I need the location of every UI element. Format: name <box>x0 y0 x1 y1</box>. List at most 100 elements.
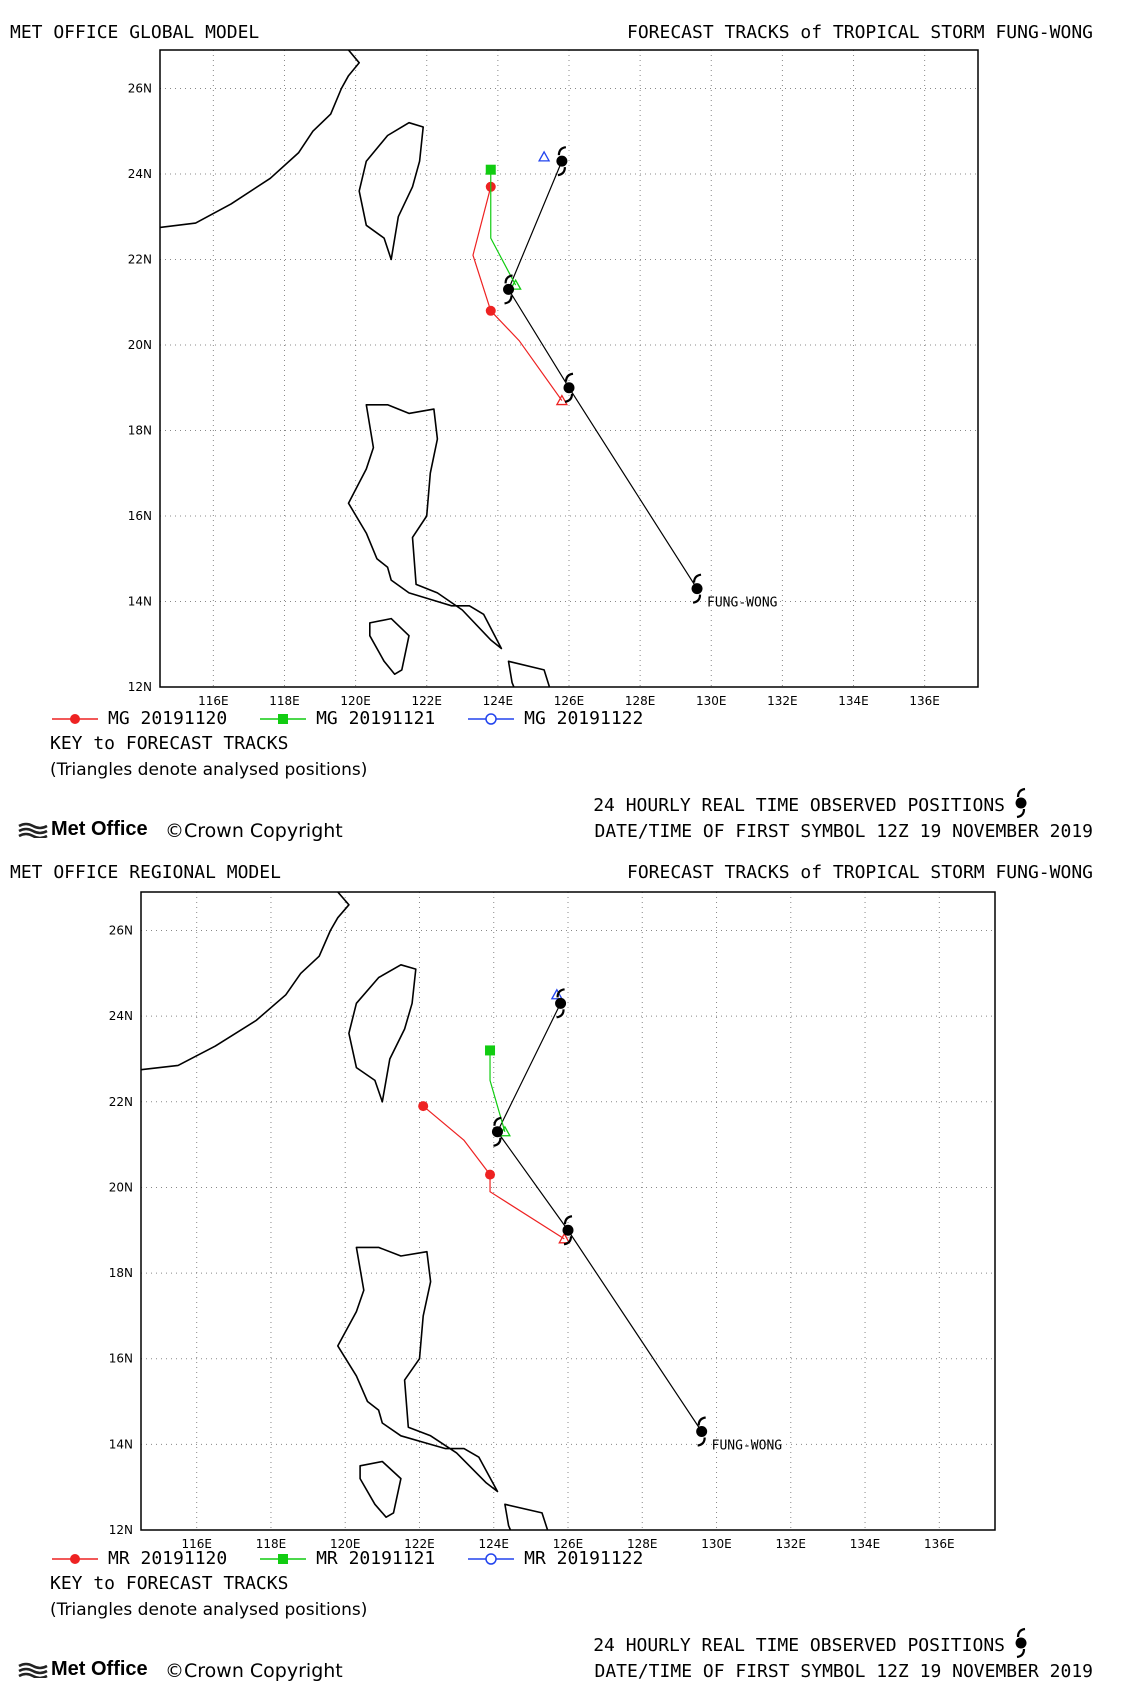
x-tick-label: 120E <box>330 1537 361 1551</box>
x-tick-label: 118E <box>256 1537 287 1551</box>
grid <box>141 892 995 1531</box>
cyclone-arm <box>564 372 574 382</box>
analysed-triangle <box>550 988 563 1000</box>
cyclone-arm <box>493 1116 502 1126</box>
cyclone-arm <box>697 1437 706 1447</box>
x-tick-label: 136E <box>909 694 940 708</box>
mindoro-island <box>369 617 410 675</box>
china-coast <box>160 50 360 229</box>
legend-item: MR 20191121 <box>258 1548 435 1569</box>
observed-positions-text: 24 HOURLY REAL TIME OBSERVED POSITIONS <box>593 795 1005 816</box>
plot-frame <box>159 49 979 688</box>
taiwan-island <box>358 121 424 261</box>
cyclone-arm <box>557 167 566 177</box>
y-tick-label: 18N <box>109 1266 133 1280</box>
x-tick-label: 130E <box>701 1537 732 1551</box>
cyclone-icon <box>1015 787 1027 819</box>
y-tick-label: 20N <box>128 338 152 352</box>
legend-item: MG 20191120 <box>50 708 227 729</box>
x-tick-label: 122E <box>411 694 442 708</box>
legend-item: MG 20191121 <box>258 708 435 729</box>
grid <box>160 50 978 688</box>
y-tick-label: 24N <box>109 1009 133 1023</box>
met-office-waves-icon <box>18 822 48 838</box>
cyclone-arm <box>557 146 567 156</box>
y-tick-label: 14N <box>109 1437 133 1451</box>
cyclone-arm <box>504 295 513 305</box>
cyclone-symbol <box>562 1215 574 1246</box>
met-office-logo: Met Office <box>18 818 148 841</box>
forecast-title: FORECAST TRACKS of TROPICAL STORM FUNG-W… <box>627 862 1093 883</box>
y-tick-label: 18N <box>128 423 152 437</box>
legend-marker-green <box>260 713 307 724</box>
cyclone-core <box>691 583 703 595</box>
track-map: 116E 118E 120E 122E 124E 126E 128E 130E 132E 134E… <box>109 891 996 1551</box>
legend-marker-blue <box>468 712 515 725</box>
first-symbol-datetime: DATE/TIME OF FIRST SYMBOL 12Z 19 NOVEMBE… <box>594 1661 1094 1682</box>
met-office-logo: Met Office <box>18 1658 148 1681</box>
cyclone-arm <box>504 274 513 284</box>
y-tick-label: 20N <box>109 1180 133 1194</box>
cyclone-core <box>503 283 515 295</box>
brand-name: Met Office <box>51 818 148 840</box>
cyclone-arm <box>556 988 565 998</box>
forecast-track <box>472 186 563 401</box>
forecast-track <box>490 169 517 286</box>
cyclone-icon <box>1015 1627 1027 1659</box>
x-tick-label: 124E <box>478 1537 509 1551</box>
x-tick-label: 116E <box>198 694 229 708</box>
cyclone-arm <box>493 1137 502 1147</box>
taiwan-island <box>348 964 417 1103</box>
legend: MR 20191120 MR 20191121 MR 20191122 <box>50 1548 663 1571</box>
cyclone-symbol <box>696 1416 708 1447</box>
legend-item: MG 20191122 <box>466 708 643 729</box>
x-tick-label: 132E <box>767 694 798 708</box>
coastlines <box>160 50 551 687</box>
key-text: KEY to FORECAST TRACKS <box>50 1573 289 1594</box>
forecast-end-circle <box>418 1101 429 1112</box>
legend-marker-green <box>260 1553 307 1564</box>
track-map: 116E 118E 120E 122E 124E 126E 128E 130E 132E 134E… <box>128 49 979 708</box>
triangles-note: (Triangles denote analysed positions) <box>50 760 368 780</box>
observed-track <box>496 1003 703 1432</box>
cyclone-symbol <box>691 573 703 604</box>
regional-model-panel: MET OFFICE REGIONAL MODEL FORECAST TRACK… <box>0 840 1130 1682</box>
analysed-triangle <box>558 1232 571 1244</box>
legend-marker-red <box>52 713 98 724</box>
cyclone-core <box>491 1126 503 1138</box>
y-tick-label: 16N <box>109 1352 133 1366</box>
y-tick-label: 14N <box>128 594 152 608</box>
analysed-triangle <box>509 278 522 290</box>
legend-label: MR 20191121 <box>316 1548 436 1569</box>
cyclone-symbol <box>491 1116 503 1147</box>
coastlines <box>141 892 549 1530</box>
copyright: ©Crown Copyright <box>165 1660 343 1682</box>
cyclone-arm <box>556 1009 565 1019</box>
y-tick-label: 12N <box>128 680 152 694</box>
model-title: MET OFFICE REGIONAL MODEL <box>10 862 281 883</box>
forecast-point <box>485 305 496 316</box>
cyclone-symbol <box>555 988 567 1019</box>
x-tick-label: 116E <box>181 1537 212 1551</box>
model-title: MET OFFICE GLOBAL MODEL <box>10 22 260 43</box>
storm-label: FUNG-WONG <box>707 596 778 611</box>
x-tick-label: 126E <box>553 1537 584 1551</box>
x-tick-label: 134E <box>850 1537 881 1551</box>
forecast-end-square <box>485 1045 496 1056</box>
legend-label: MG 20191122 <box>524 708 644 729</box>
y-tick-label: 22N <box>109 1095 133 1109</box>
key-text: KEY to FORECAST TRACKS <box>50 733 289 754</box>
x-tick-label: 122E <box>404 1537 435 1551</box>
cyclone-symbol <box>503 274 515 305</box>
samar-island <box>507 660 551 687</box>
legend-marker-red <box>52 1553 98 1564</box>
cyclone-arm <box>564 393 574 403</box>
forecast-track <box>489 1050 506 1132</box>
legend-marker-blue <box>468 1552 515 1565</box>
cyclone-symbol <box>556 146 568 177</box>
y-tick-label: 16N <box>128 509 152 523</box>
x-tick-label: 136E <box>924 1537 955 1551</box>
analysed-triangle <box>555 394 568 406</box>
cyclone-arm <box>692 573 702 583</box>
y-tick-label: 24N <box>128 167 152 181</box>
